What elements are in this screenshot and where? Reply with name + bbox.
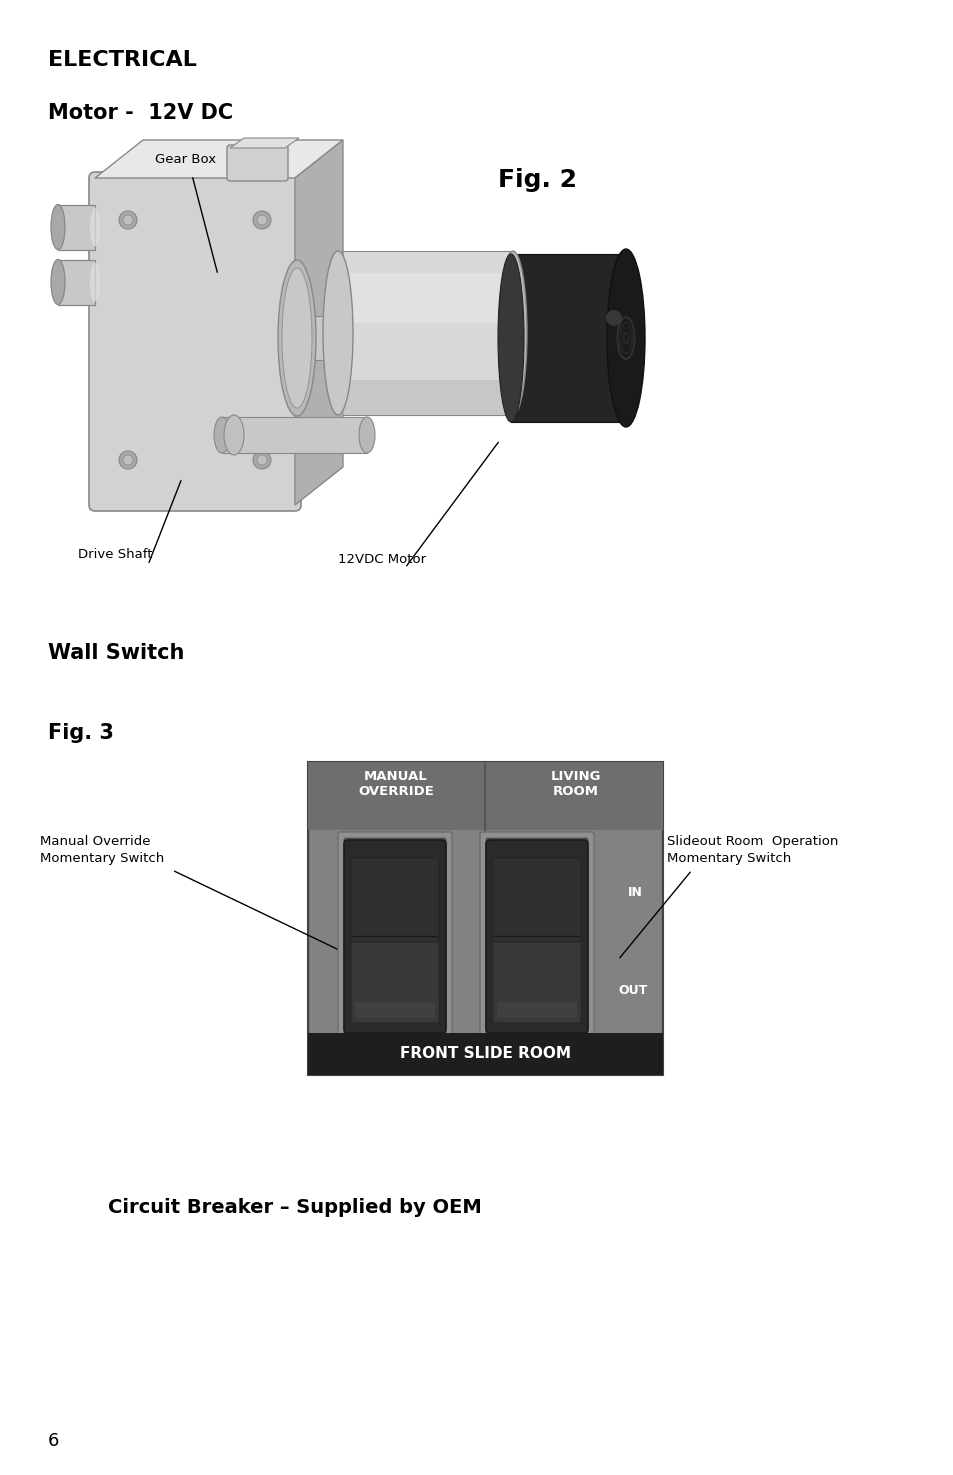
FancyBboxPatch shape [344,838,446,1035]
Circle shape [119,451,137,469]
Text: Fig. 2: Fig. 2 [497,168,577,192]
Ellipse shape [282,268,312,409]
FancyBboxPatch shape [493,940,580,1024]
Circle shape [256,454,267,465]
Text: OUT: OUT [618,984,647,997]
Text: Circuit Breaker – Supplied by OEM: Circuit Breaker – Supplied by OEM [108,1198,481,1217]
Circle shape [256,215,267,226]
Bar [58,205,95,249]
Circle shape [123,454,132,465]
Text: Slideout Room  Operation
Momentary Switch: Slideout Room Operation Momentary Switch [666,835,838,864]
Text: Motor -  12V DC: Motor - 12V DC [48,103,233,122]
Bar [308,763,662,1075]
Ellipse shape [90,208,100,246]
Text: LIVING
ROOM: LIVING ROOM [550,770,600,798]
Text: IN: IN [627,885,641,898]
Bar [308,763,662,830]
FancyBboxPatch shape [227,145,288,181]
Bar [337,251,513,414]
FancyBboxPatch shape [337,832,452,1041]
Polygon shape [294,140,343,504]
Ellipse shape [497,254,523,422]
FancyBboxPatch shape [355,1002,435,1018]
Text: Manual Override
Momentary Switch: Manual Override Momentary Switch [40,835,164,864]
Bar [337,381,513,414]
Bar [511,254,625,422]
Ellipse shape [51,205,65,249]
Bar [310,764,660,1072]
Text: 6: 6 [48,1432,59,1450]
Circle shape [123,215,132,226]
Circle shape [253,211,271,229]
FancyBboxPatch shape [485,838,587,1035]
FancyBboxPatch shape [351,940,438,1024]
Ellipse shape [323,251,353,414]
Circle shape [605,310,621,326]
Bar [58,260,95,305]
Circle shape [119,211,137,229]
Circle shape [253,451,271,469]
FancyBboxPatch shape [493,858,580,943]
Text: MANUAL
OVERRIDE: MANUAL OVERRIDE [357,770,434,798]
Text: 12VDC Motor: 12VDC Motor [337,553,426,566]
Ellipse shape [224,414,244,454]
Text: Drive Shaft: Drive Shaft [78,549,152,560]
Ellipse shape [277,260,315,416]
FancyBboxPatch shape [344,839,446,1032]
FancyBboxPatch shape [351,858,438,943]
Bar [294,316,343,360]
Ellipse shape [498,251,526,414]
Bar [222,417,367,453]
Ellipse shape [90,263,100,301]
FancyBboxPatch shape [485,839,587,1032]
Text: Fig. 3: Fig. 3 [48,723,113,743]
Polygon shape [230,139,298,148]
Text: Gear Box: Gear Box [154,153,216,167]
Ellipse shape [606,249,644,426]
FancyBboxPatch shape [497,1002,577,1018]
FancyBboxPatch shape [479,832,594,1041]
FancyBboxPatch shape [89,173,301,510]
Ellipse shape [358,417,375,453]
Ellipse shape [213,417,230,453]
Ellipse shape [51,260,65,304]
Bar [337,273,513,323]
Text: Wall Switch: Wall Switch [48,643,184,662]
Text: ELECTRICAL: ELECTRICAL [48,50,196,69]
Polygon shape [95,140,343,178]
Text: FRONT SLIDE ROOM: FRONT SLIDE ROOM [399,1046,571,1062]
Bar [308,1032,662,1075]
